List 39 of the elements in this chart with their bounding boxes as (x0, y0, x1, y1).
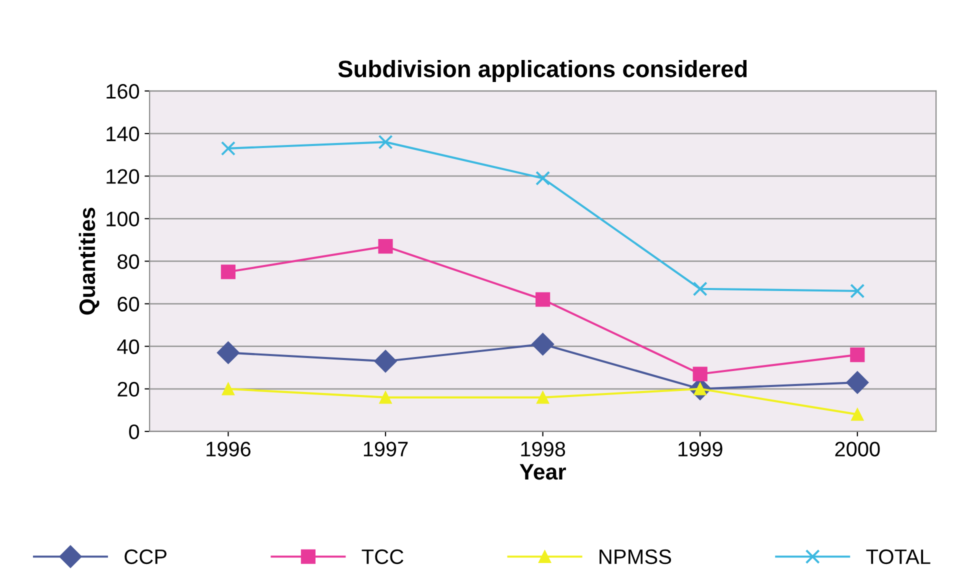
legend-label: TCC (362, 549, 404, 564)
point (374, 350, 397, 373)
point (850, 284, 865, 298)
point (220, 141, 236, 156)
point (692, 366, 708, 382)
y-tick-label: 100 (106, 212, 140, 226)
y-tick-label: 120 (106, 169, 140, 184)
point (692, 282, 708, 296)
y-tick-label: 60 (118, 296, 140, 312)
point (536, 292, 550, 307)
legend-label: CCP (124, 549, 166, 564)
x-tick-label: 1996 (206, 442, 250, 456)
x-tick-label: 1999 (678, 442, 722, 456)
x-axis-title: Year (520, 464, 566, 480)
x-tick-label: 2000 (835, 442, 880, 456)
y-tick-label: 40 (117, 339, 140, 354)
legend-label: TOTAL (866, 549, 930, 564)
y-tick-label: 140 (106, 126, 140, 142)
point (378, 239, 393, 254)
y-tick-label: 80 (118, 254, 140, 269)
point (846, 371, 869, 394)
y-tick-label: 20 (118, 382, 140, 397)
point (536, 170, 550, 186)
y-tick-label: 0 (129, 424, 140, 440)
point (222, 382, 235, 396)
point (378, 134, 393, 150)
y-tick-label: 160 (106, 84, 140, 99)
chart-title: Subdivision applications considered (338, 60, 747, 82)
point (379, 391, 392, 404)
point (536, 391, 550, 404)
point (531, 332, 554, 356)
y-axis-title: Quantities (78, 208, 100, 315)
point (220, 264, 236, 280)
x-tick-label: 1998 (521, 442, 566, 456)
x-tick-label: 1997 (364, 442, 408, 456)
legend-label: NPMSS (600, 549, 672, 564)
point (850, 348, 865, 362)
point (216, 341, 240, 364)
point (851, 408, 864, 421)
